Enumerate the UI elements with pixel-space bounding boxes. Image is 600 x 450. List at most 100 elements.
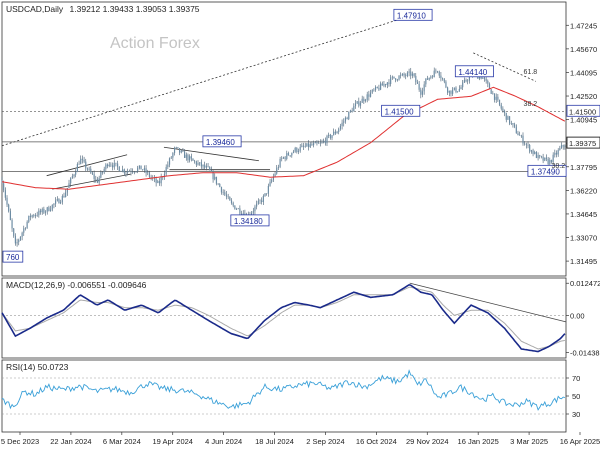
candle-body (386, 82, 388, 86)
candle-body (194, 160, 196, 162)
callout-label: 1.34180 (234, 217, 263, 226)
candle-body (418, 83, 420, 90)
callout-box (454, 65, 494, 78)
candle-body (428, 77, 430, 80)
candle-body (363, 98, 365, 102)
candle-body (364, 99, 367, 102)
candle-body (547, 158, 549, 165)
candle-body (68, 183, 70, 188)
candle-body (220, 187, 223, 193)
date-tick-label: 3 Mar 2025 (510, 437, 548, 446)
candle-body (157, 181, 159, 183)
date-tick-label: 4 Jun 2024 (205, 437, 242, 446)
candle-body (158, 181, 161, 184)
rsi-tick-label: 70 (572, 374, 580, 383)
candle-body (142, 169, 144, 171)
candle-body (509, 116, 511, 124)
candle-body (485, 78, 487, 81)
candle-body (90, 168, 92, 173)
candle-body (401, 73, 403, 76)
candle-body (254, 206, 256, 212)
candle-body (230, 200, 233, 204)
candle-body (132, 171, 134, 173)
candle-body (493, 93, 496, 100)
candle-body (81, 158, 84, 160)
macd-tick-label: 0.00 (570, 311, 585, 320)
candle-body (514, 124, 516, 127)
price-callout: 760 (2, 250, 24, 263)
candle-body (400, 75, 402, 76)
ohlc-readout: 1.39212 1.39433 1.39053 1.39375 (70, 4, 200, 14)
candle-body (564, 145, 566, 147)
candle-body (507, 116, 509, 120)
candle-body (13, 228, 15, 236)
symbol-label: USDCAD,Daily (6, 4, 64, 14)
candle-body (562, 145, 564, 147)
candle-body (85, 161, 87, 169)
candle-body (383, 84, 385, 86)
candle-body (306, 143, 308, 147)
candle-body (423, 84, 425, 92)
candle-body (529, 144, 531, 152)
candle-body (271, 180, 273, 182)
candle-body (125, 172, 127, 174)
candle-body (431, 76, 434, 78)
price-callout: 1.37490 (527, 164, 567, 177)
candle-body (544, 157, 546, 161)
candle-body (274, 173, 276, 177)
candle-body (276, 167, 278, 174)
price-callout: 1.41500 (381, 104, 421, 117)
candle-body (505, 112, 507, 120)
current-price-label: 1.39375 (569, 139, 596, 148)
price-tick-label: 1.40945 (570, 116, 597, 125)
candle-body (184, 151, 186, 158)
candle-body (319, 142, 321, 144)
candle-body (251, 212, 253, 216)
candle-body (515, 126, 517, 134)
rsi-layer (1, 369, 566, 415)
candle-body (450, 90, 452, 94)
candle-body (46, 207, 48, 212)
candle-body (232, 203, 234, 206)
candle-body (95, 179, 97, 180)
candle-body (455, 87, 457, 92)
candle-body (133, 171, 135, 173)
candle-body (333, 131, 335, 136)
candle-body (266, 193, 268, 194)
candle-body (359, 102, 362, 106)
candle-body (170, 157, 172, 159)
candle-body (26, 221, 28, 229)
candle-body (545, 157, 548, 159)
price-tick-label: 1.36220 (570, 186, 597, 195)
candle-body (534, 151, 536, 154)
date-tick-label: 16 Apr 2025 (560, 437, 600, 446)
candle-body (385, 84, 387, 86)
date-tick-label: 2 Sep 2024 (306, 437, 344, 446)
candle-body (140, 165, 142, 170)
candle-body (138, 165, 140, 168)
candle-body (100, 172, 102, 178)
candle-body (168, 158, 171, 165)
price-tick-label: 1.33070 (570, 234, 597, 243)
candle-body (354, 103, 357, 107)
candle-body (222, 192, 224, 193)
candle-body (235, 209, 238, 210)
candle-body (16, 242, 18, 244)
candle-body (60, 202, 62, 204)
macd-label: MACD(12,26,9) -0.006551 -0.009646 (6, 280, 147, 290)
candle-body (438, 71, 440, 76)
candle-body (289, 155, 291, 156)
candle-body (277, 166, 280, 168)
candle-body (410, 71, 412, 76)
candle-body (488, 83, 491, 90)
candle-body (421, 91, 424, 95)
candle-body (281, 158, 283, 159)
candle-body (436, 71, 439, 72)
candle-body (522, 135, 524, 144)
candle-body (19, 236, 22, 240)
candle-body (497, 96, 499, 100)
candle-body (336, 131, 338, 134)
macd-line (1, 283, 566, 353)
candle-body (294, 147, 296, 152)
